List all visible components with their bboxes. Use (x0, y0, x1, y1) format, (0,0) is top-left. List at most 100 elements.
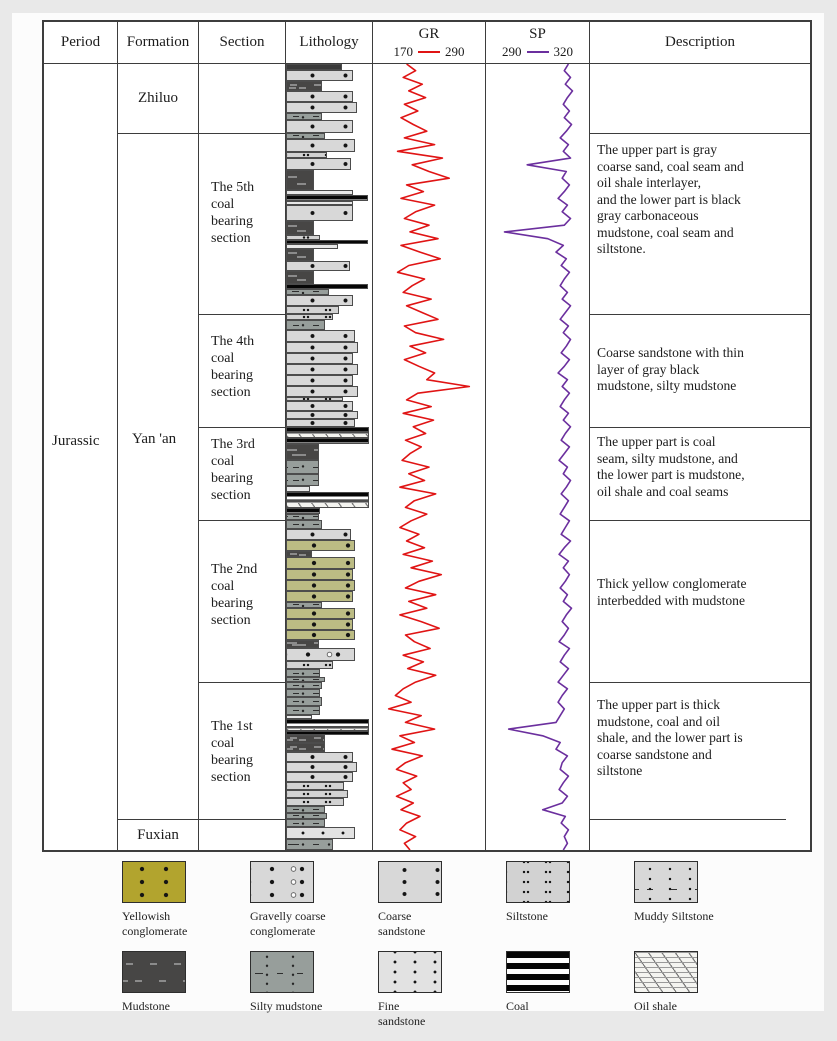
lithology-bed-cs (286, 752, 354, 762)
lithology-bed-cs (286, 342, 359, 353)
formation-header-label: Formation (126, 34, 190, 50)
legend-swatch-md (122, 951, 186, 993)
legend-label: Gravelly coarse conglomerate (250, 909, 326, 938)
description-cell: Coarse sandstone with thin layer of gray… (590, 314, 810, 427)
formation-body: Zhiluo Yan 'an Fuxian (118, 64, 198, 850)
legend-swatch-yc-leg (122, 861, 186, 903)
lithology-bed-co (286, 719, 370, 727)
legend-item: Fine sandstone (378, 951, 496, 1029)
lithology-bed-cs (286, 158, 352, 170)
lithology-bed-co (286, 731, 370, 735)
lithology-bed-md (286, 743, 325, 752)
column-description: Description The upper part is gray coars… (590, 22, 810, 850)
lithology-bed-lb (286, 715, 312, 719)
section-cell-label: The 2nd coal bearing section (211, 562, 258, 629)
description-cell: The upper part is coal seam, silty mudst… (590, 427, 810, 520)
sp-scale: 290 320 (502, 44, 573, 60)
legend-label: Yellowish conglomerate (122, 909, 188, 938)
description-body: The upper part is gray coarse sand, coal… (590, 64, 810, 850)
section-cell: The 3rd coal bearing section (199, 427, 285, 520)
section-cell-label: The 1st coal bearing section (211, 719, 253, 786)
column-lithology: Lithology (286, 22, 373, 850)
gr-scale-line (418, 50, 440, 53)
lithology-bed-cs (286, 353, 354, 364)
sp-header: SP 290 320 (486, 22, 589, 64)
lithology-bed-os (286, 727, 370, 731)
description-cell-label: The upper part is gray coarse sand, coal… (597, 142, 744, 257)
description-cell (590, 64, 810, 133)
lithology-bed-sm (286, 806, 325, 813)
legend-item: Gravelly coarse conglomerate (250, 861, 368, 939)
lithology-bed-cs (286, 411, 359, 419)
legend-label: Muddy Siltstone (634, 909, 714, 923)
lithology-bed-sm (286, 669, 321, 677)
section-header: Section (199, 22, 285, 64)
lithology-bed-co (286, 240, 368, 244)
lithology-bed-yc (286, 608, 355, 619)
lithology-bed-cs (286, 261, 350, 271)
lithology-bed-st (286, 397, 343, 401)
lithology-bed-sm (286, 602, 323, 608)
legend-item: Silty mudstone (250, 951, 368, 1029)
gr-scale: 170 290 (394, 44, 465, 60)
section-header-label: Section (219, 34, 265, 50)
legend-swatch-fs (378, 951, 442, 993)
lithology-bed-cs (286, 91, 354, 102)
lithology-bed-co (286, 492, 370, 501)
lithology-bed-st (286, 314, 334, 320)
lithology-bed-st (286, 798, 345, 806)
formation-cell-label: Fuxian (137, 826, 179, 843)
lithology-bed-sm (286, 839, 334, 850)
description-partial-divider (590, 819, 786, 821)
legend-label: Oil shale (634, 999, 677, 1013)
description-cell: Thick yellow conglomerate interbedded wi… (590, 520, 810, 682)
lithology-bed-md (286, 221, 315, 235)
lithology-bed-sm (286, 682, 323, 689)
lithology-bed-lb (286, 244, 338, 249)
legend-row-1: Yellowish conglomerate Gravelly coarse co… (122, 861, 762, 939)
period-header-label: Period (60, 34, 101, 50)
legend-label: Siltstone (506, 909, 549, 923)
legend-item: Oil shale (634, 951, 752, 1029)
lithology-bed-cs (286, 386, 359, 397)
legend-label: Silty mudstone (250, 999, 323, 1013)
lithology-bed-yc (286, 569, 354, 580)
section-cell: The 2nd coal bearing section (199, 520, 285, 682)
lithology-bed-co (286, 284, 368, 289)
lithology-bed-yc (286, 591, 354, 602)
sp-curve-track (486, 64, 589, 850)
formation-cell: Fuxian (118, 819, 198, 850)
section-cell-label: The 4th coal bearing section (211, 334, 255, 401)
description-header-label: Description (665, 34, 735, 50)
legend-label: Coarse sandstone (378, 909, 426, 938)
sp-curve (503, 64, 574, 850)
formation-cell-label: Zhiluo (138, 90, 178, 107)
lithology-bed-yc (286, 619, 354, 630)
section-cell (199, 64, 285, 133)
legend-item: Siltstone (506, 861, 624, 939)
lithology-bed-sm (286, 819, 325, 827)
section-body: The 5th coal bearing section The 4th coal… (199, 64, 285, 850)
lithology-bed-sm (286, 474, 319, 486)
lithology-bed-lb (286, 190, 354, 195)
lithology-bed-cs (286, 205, 354, 221)
legend-swatch-os (634, 951, 698, 993)
lithology-header-label: Lithology (299, 34, 359, 50)
lithology-bed-cs (286, 401, 354, 411)
legend-item: Mudstone (122, 951, 240, 1029)
lithology-bed-cs (286, 762, 357, 772)
legend-label: Fine sandstone (378, 999, 426, 1028)
sp-header-label: SP (529, 25, 546, 42)
section-cell: The 4th coal bearing section (199, 314, 285, 427)
lithology-bed-co (286, 195, 368, 201)
lithology-bed-md (286, 551, 312, 557)
legend-swatch-ms (634, 861, 698, 903)
lithology-bed-sm (286, 813, 328, 819)
gr-header-label: GR (418, 25, 440, 42)
lithology-bed-md (286, 170, 315, 190)
lithology-bed-sm (286, 113, 323, 120)
lithology-bed-st (286, 152, 328, 158)
lithology-bed-md (286, 444, 319, 460)
formation-cell: Yan 'an (118, 133, 198, 819)
lithology-body (286, 64, 372, 850)
